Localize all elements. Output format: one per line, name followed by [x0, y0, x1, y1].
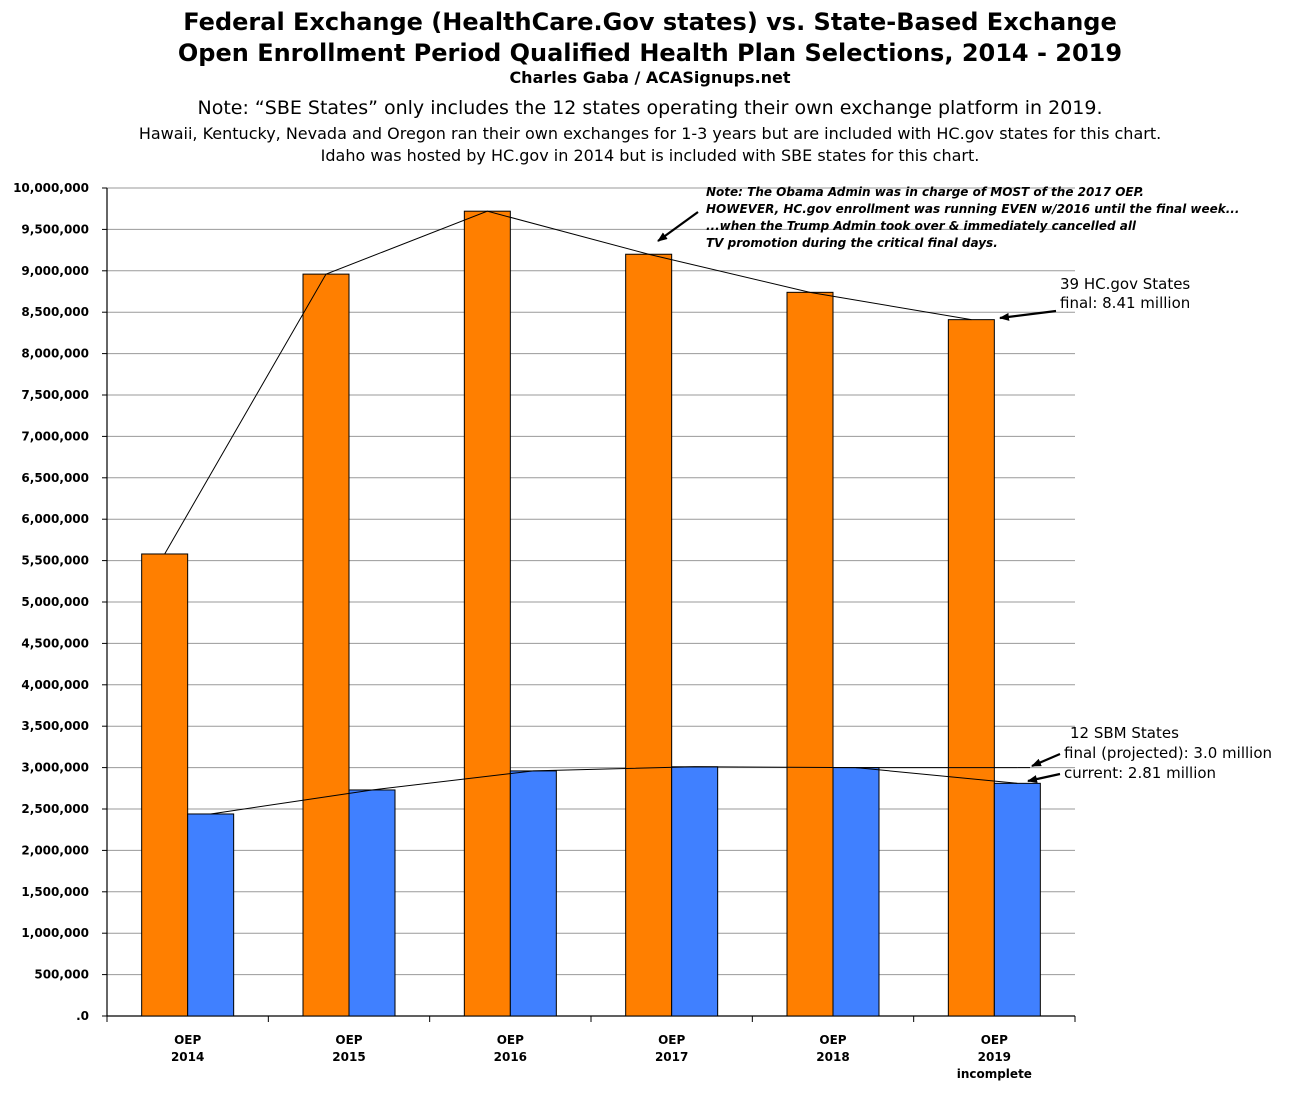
hcgov-bar-2019	[947, 319, 995, 1017]
sbm-callout-line: final (projected): 3.0 million	[1064, 744, 1272, 762]
obama-note-line: TV promotion during the critical final d…	[706, 236, 998, 250]
hcgov-callout-arrow	[999, 309, 1057, 321]
note-sbe-states: Note: “SBE States” only includes the 12 …	[197, 97, 1103, 119]
x-tick-label: OEP	[174, 1033, 201, 1047]
x-tick-label: 2016	[494, 1050, 527, 1064]
y-tick-label: 4,000,000	[21, 678, 89, 692]
y-tick-label: 2,000,000	[21, 843, 89, 857]
chart-author: Charles Gaba / ACASignups.net	[509, 68, 791, 87]
y-tick-label: 7,500,000	[21, 388, 89, 402]
x-tick-label: OEP	[981, 1033, 1008, 1047]
sbm-bar-2019	[993, 782, 1041, 1017]
hcgov-bar-2015	[302, 273, 350, 1017]
note-former-sbe-states: Hawaii, Kentucky, Nevada and Oregon ran …	[138, 124, 1162, 143]
y-tick-label: 5,500,000	[21, 554, 89, 568]
y-tick-label: 500,000	[34, 968, 89, 982]
sbm-current-arrow	[1027, 772, 1061, 783]
hcgov-bar-2017	[625, 253, 673, 1017]
bars	[141, 210, 1041, 1017]
obama-note-line: Note: The Obama Admin was in charge of M…	[706, 185, 1144, 199]
sbm-current-trendline	[855, 767, 1018, 784]
x-tick-label: 2015	[332, 1050, 365, 1064]
obama-note-line: ...when the Trump Admin took over & imme…	[706, 219, 1137, 233]
sbm-bar-2016	[509, 770, 557, 1017]
x-tick-label: OEP	[658, 1033, 685, 1047]
chart-title: Federal Exchange (HealthCare.Gov states)…	[183, 8, 1117, 36]
x-tick-label: 2017	[655, 1050, 688, 1064]
sbm-callout-line: current: 2.81 million	[1064, 764, 1216, 782]
hcgov-callout-line: 39 HC.gov States	[1060, 275, 1190, 293]
y-tick-label: 10,000,000	[13, 181, 89, 195]
trendlines	[164, 210, 1030, 815]
sbm-bar-2015	[348, 789, 396, 1017]
note-idaho: Idaho was hosted by HC.gov in 2014 but i…	[320, 146, 980, 165]
obama-note-arrow	[657, 211, 699, 242]
x-tick-label: 2014	[171, 1050, 204, 1064]
hcgov-bar-2018	[786, 291, 834, 1017]
gridlines	[107, 187, 1075, 976]
sbm-bar-2018	[832, 767, 880, 1017]
y-tick-label: 9,500,000	[21, 222, 89, 236]
x-tick-label: OEP	[497, 1033, 524, 1047]
y-tick-label: 6,500,000	[21, 471, 89, 485]
sbm-projected-arrow	[1031, 752, 1061, 768]
y-tick-label: 5,000,000	[21, 595, 89, 609]
hcgov-bar-2016	[463, 210, 511, 1017]
y-tick-label: 4,500,000	[21, 636, 89, 650]
obama-note-line: HOWEVER, HC.gov enrollment was running E…	[706, 202, 1239, 216]
y-tick-label: 6,000,000	[21, 512, 89, 526]
y-tick-label: .0	[76, 1009, 89, 1023]
y-tick-label: 3,500,000	[21, 719, 89, 733]
y-tick-label: 3,000,000	[21, 761, 89, 775]
y-tick-label: 7,000,000	[21, 429, 89, 443]
sbm-bar-2014	[187, 813, 235, 1017]
x-axis-ticks: OEP 2014 OEP 2015 OEP 2016 OEP 2017 OEP 2018 OEP 20…	[171, 1033, 1032, 1081]
y-tick-label: 2,500,000	[21, 802, 89, 816]
x-tick-label: incomplete	[957, 1067, 1032, 1081]
hcgov-callout-line: final: 8.41 million	[1060, 294, 1190, 312]
y-tick-label: 1,000,000	[21, 926, 89, 940]
y-tick-label: 1,500,000	[21, 885, 89, 899]
hcgov-bar-2014	[141, 553, 189, 1017]
x-tick-label: OEP	[335, 1033, 362, 1047]
chart-subtitle: Open Enrollment Period Qualified Health …	[177, 39, 1123, 67]
hcgov-trendline	[164, 210, 972, 555]
sbm-bar-2017	[671, 766, 719, 1017]
x-tick-label: OEP	[819, 1033, 846, 1047]
annotations: Note: The Obama Admin was in charge of M…	[657, 185, 1272, 783]
y-tick-label: 8,500,000	[21, 305, 89, 319]
y-tick-label: 9,000,000	[21, 264, 89, 278]
x-tick-label: 2019	[978, 1050, 1011, 1064]
x-tick-label: 2018	[816, 1050, 849, 1064]
sbm-callout-line: 12 SBM States	[1070, 724, 1179, 742]
y-axis-ticks: .0 500,000 1,000,000 1,500,000 2,000,000 2,50…	[13, 181, 107, 1023]
sbm-trendline	[210, 766, 1018, 815]
y-tick-label: 8,000,000	[21, 347, 89, 361]
